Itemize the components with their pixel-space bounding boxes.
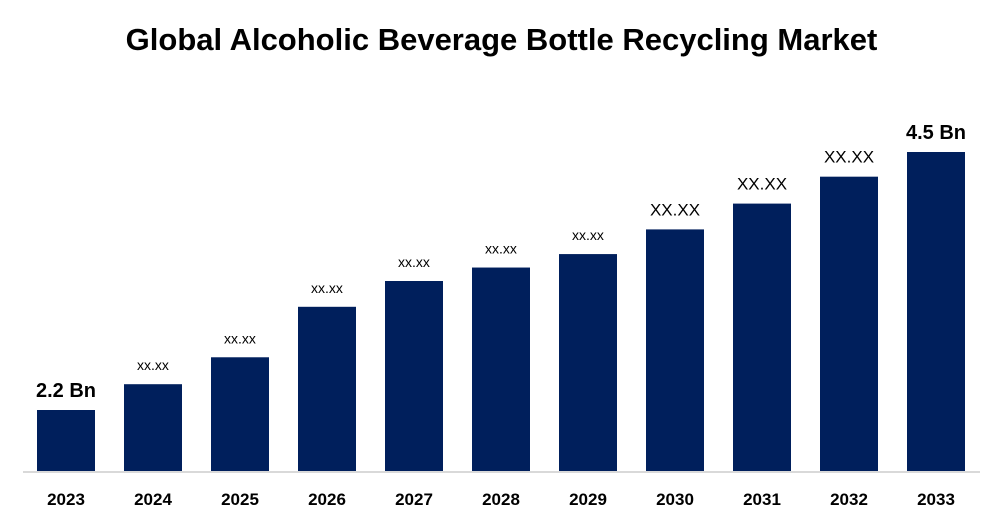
bar-2028 (472, 267, 530, 471)
bar-2030 (646, 229, 704, 471)
x-tick-label-2031: 2031 (743, 490, 781, 509)
data-label-2027: xx.xx (398, 254, 430, 270)
bar-2027 (385, 281, 443, 471)
chart-title: Global Alcoholic Beverage Bottle Recycli… (125, 22, 878, 57)
bar-2025 (211, 357, 269, 471)
data-label-2030: XX.XX (650, 200, 700, 219)
data-label-2024: xx.xx (137, 357, 169, 373)
x-tick-label-2025: 2025 (221, 490, 259, 509)
bar-2032 (820, 176, 878, 471)
x-tick-label-2027: 2027 (395, 490, 433, 509)
bar-2031 (733, 203, 791, 471)
bar-2023 (37, 410, 95, 471)
x-tick-label-2026: 2026 (308, 490, 346, 509)
data-label-2032: XX.XX (824, 148, 874, 167)
data-label-2028: xx.xx (485, 241, 517, 257)
x-tick-label-2033: 2033 (917, 490, 955, 509)
x-tick-label-2030: 2030 (656, 490, 694, 509)
data-label-2026: xx.xx (311, 280, 343, 296)
bar-2029 (559, 254, 617, 471)
data-label-2029: xx.xx (572, 227, 604, 243)
x-tick-label-2028: 2028 (482, 490, 520, 509)
data-label-2023: 2.2 Bn (36, 380, 96, 402)
x-tick-label-2023: 2023 (47, 490, 85, 509)
data-label-2025: xx.xx (224, 330, 256, 346)
data-label-2033: 4.5 Bn (906, 122, 966, 144)
bar-2024 (124, 384, 182, 471)
data-label-2031: XX.XX (737, 175, 787, 194)
x-tick-label-2032: 2032 (830, 490, 868, 509)
x-tick-label-2029: 2029 (569, 490, 607, 509)
x-tick-label-2024: 2024 (134, 490, 172, 509)
bar-2026 (298, 306, 356, 471)
bar-2033 (907, 152, 965, 471)
